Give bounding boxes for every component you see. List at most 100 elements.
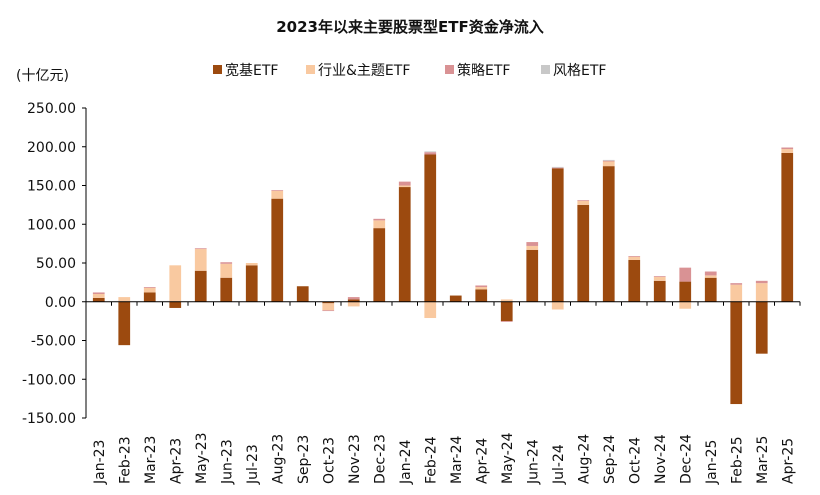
bar-May-23-series-1 <box>194 270 207 302</box>
bar-Jan-24-series-1 <box>398 187 411 302</box>
bar-Dec-23-series-2 <box>373 220 386 229</box>
bar-Oct-23-series-1 <box>322 301 335 304</box>
bar-Jun-23-series-3 <box>220 262 233 264</box>
x-tick-label: Feb-24 <box>423 436 439 484</box>
y-tick-label: 50.00 <box>36 256 76 272</box>
bar-Aug-24-series-2 <box>577 201 590 205</box>
x-tick-label: Jun-24 <box>525 439 541 485</box>
bar-Sep-24-series-4 <box>602 159 615 161</box>
x-tick-label: Nov-24 <box>653 434 669 484</box>
bar-Jan-24-series-2 <box>398 185 411 188</box>
x-tick-label: Jan-23 <box>92 440 108 485</box>
bar-Apr-25-series-1 <box>781 152 794 302</box>
bar-Aug-24-series-1 <box>577 204 590 302</box>
legend-swatch-3 <box>445 65 454 74</box>
bar-Oct-23-series-3 <box>322 310 335 312</box>
bar-Nov-23-series-2 <box>347 301 360 307</box>
bar-Jul-24-series-2 <box>551 301 564 310</box>
bar-Apr-24-series-2 <box>475 287 488 290</box>
bar-Apr-24-series-3 <box>475 285 488 288</box>
x-tick-label: May-24 <box>500 432 516 484</box>
y-tick-label: 250.00 <box>27 101 76 117</box>
bar-Aug-24-series-3 <box>577 200 590 201</box>
bar-Jan-23-series-1 <box>92 297 105 302</box>
x-tick-label: Mar-25 <box>755 436 771 484</box>
bar-May-23-series-3 <box>194 248 207 250</box>
y-tick-label: -150.00 <box>22 411 76 427</box>
x-axis: Jan-23 Feb-23 Mar-23 Apr-23 May-23 Jun-23 Jul-… <box>85 301 801 485</box>
bar-Apr-25-series-2 <box>781 149 794 153</box>
bar-Nov-24-series-3 <box>653 276 666 277</box>
bar-Jun-24-series-2 <box>526 245 539 250</box>
legend-label-3: 策略ETF <box>457 62 510 79</box>
bar-Jan-23-series-3 <box>92 292 105 294</box>
bar-Jul-23-series-1 <box>245 265 258 302</box>
x-tick-label: Oct-24 <box>627 437 643 484</box>
bar-Nov-23-series-1 <box>347 299 360 302</box>
bar-Oct-24-series-2 <box>628 256 641 260</box>
bar-Dec-24-series-3 <box>679 267 692 282</box>
x-tick-label: Feb-23 <box>117 436 133 484</box>
bar-Mar-25-series-2 <box>755 283 768 302</box>
bar-Apr-23-series-2 <box>169 265 182 302</box>
bar-Oct-24-series-1 <box>628 259 641 302</box>
bar-Aug-23-series-3 <box>271 190 284 191</box>
bar-Dec-23-series-3 <box>373 218 386 221</box>
bar-Jan-25-series-1 <box>704 277 717 302</box>
bar-Jul-24-series-4 <box>551 166 564 168</box>
legend-label-2: 行业&主题ETF <box>318 63 410 79</box>
x-tick-label: Dec-23 <box>372 434 388 484</box>
bar-Feb-24-series-2 <box>424 301 437 319</box>
x-tick-label: Jun-23 <box>219 439 235 485</box>
bar-Sep-24-series-2 <box>602 161 615 167</box>
bar-Dec-23-series-1 <box>373 228 386 302</box>
bar-Mar-23-series-2 <box>143 287 156 293</box>
bar-Jan-23-series-2 <box>92 294 105 298</box>
bar-May-23-series-2 <box>194 249 207 271</box>
x-tick-label: Mar-24 <box>449 436 465 484</box>
x-tick-label: Jan-25 <box>704 440 720 485</box>
bar-Feb-25-series-3 <box>730 283 743 285</box>
x-tick-label: Sep-23 <box>296 435 312 484</box>
bars-group <box>92 147 794 405</box>
bar-Nov-24-series-1 <box>653 280 666 302</box>
bar-Feb-25-series-1 <box>730 301 743 405</box>
bar-Mar-25-series-3 <box>755 280 768 284</box>
legend-swatch-4 <box>541 65 550 74</box>
legend-label-1: 宽基ETF <box>225 62 278 79</box>
x-tick-label: Apr-23 <box>168 438 184 484</box>
bar-Jun-23-series-1 <box>220 277 233 302</box>
bar-Dec-24-series-2 <box>679 301 692 309</box>
bar-Mar-23-series-1 <box>143 292 156 302</box>
x-tick-label: Oct-23 <box>321 437 337 484</box>
bar-Jun-24-series-3 <box>526 242 539 246</box>
x-tick-label: Mar-23 <box>143 436 159 484</box>
y-tick-label: 0.00 <box>45 295 76 311</box>
bar-Mar-25-series-1 <box>755 301 768 354</box>
x-tick-label: Jul-23 <box>245 444 261 485</box>
bar-Apr-24-series-1 <box>475 289 488 302</box>
y-tick-label: -50.00 <box>31 334 76 350</box>
bar-May-24-series-3 <box>500 321 513 322</box>
legend-swatch-1 <box>213 65 222 74</box>
bar-Feb-24-series-4 <box>424 151 437 153</box>
bar-Jun-23-series-2 <box>220 263 233 278</box>
bar-Apr-25-series-3 <box>781 147 794 150</box>
bar-Sep-24-series-1 <box>602 166 615 302</box>
bar-Feb-24-series-1 <box>424 154 437 302</box>
bar-Sep-23-series-1 <box>296 286 309 302</box>
y-tick-label: 200.00 <box>27 140 76 156</box>
bar-Mar-24-series-1 <box>449 295 462 302</box>
legend-label-4: 风格ETF <box>553 63 606 79</box>
bar-Mar-23-series-3 <box>143 287 156 288</box>
bar-Feb-23-series-1 <box>118 301 131 346</box>
legend: 宽基ETF 行业&主题ETF 策略ETF 风格ETF <box>213 62 606 79</box>
x-tick-label: Apr-24 <box>474 438 490 484</box>
y-tick-label: 150.00 <box>27 179 76 195</box>
x-tick-label: May-23 <box>194 432 210 484</box>
bar-Feb-24-series-3 <box>424 152 437 155</box>
bar-Dec-24-series-1 <box>679 281 692 302</box>
x-tick-label: Jul-24 <box>551 444 567 485</box>
